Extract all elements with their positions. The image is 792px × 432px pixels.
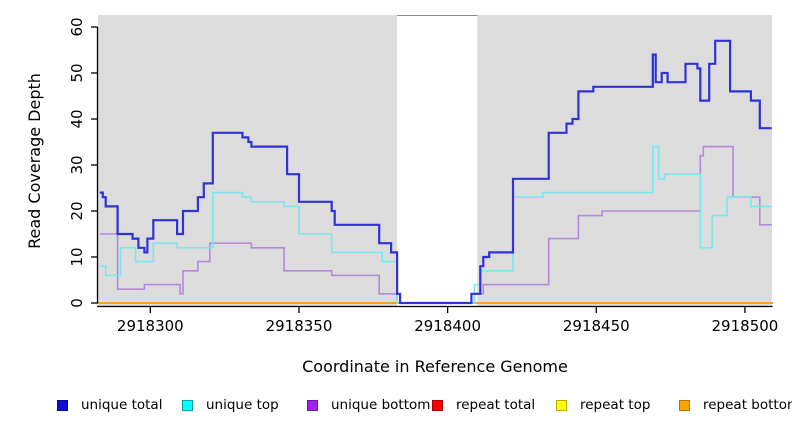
legend-item-unique-bottom: unique bottom xyxy=(307,397,430,413)
legend-label: unique bottom xyxy=(331,397,431,413)
y-axis-title: Read Coverage Depth xyxy=(25,73,44,249)
y-tick-label: 60 xyxy=(68,17,86,36)
y-tick-label: 0 xyxy=(68,298,86,308)
legend-item-repeat-bottom: repeat bottom xyxy=(679,397,792,413)
legend-label: repeat total xyxy=(456,397,536,413)
legend-label: unique total xyxy=(81,397,163,413)
x-tick-label: 2918400 xyxy=(414,317,481,335)
y-tick-label: 20 xyxy=(68,201,86,220)
series-group xyxy=(97,39,773,305)
y-tick-label: 30 xyxy=(68,155,86,174)
y-tick-label: 10 xyxy=(68,247,86,266)
chart-svg: 0 10 20 30 40 50 60 2918300 2918350 2918400 291845… xyxy=(25,15,779,376)
series-line-unique-total xyxy=(99,39,772,305)
legend-item-unique-top: unique top xyxy=(182,397,279,413)
legend-item-repeat-total: repeat total xyxy=(432,397,535,413)
x-tick-label: 2918500 xyxy=(712,317,779,335)
y-tick-label: 40 xyxy=(68,109,86,128)
chart-area: 0 10 20 30 40 50 60 2918300 2918350 2918400 291845… xyxy=(25,15,779,376)
zero-coverage-band xyxy=(397,15,478,307)
legend-label: repeat top xyxy=(580,397,651,413)
repeat-total-swatch-icon xyxy=(432,399,443,411)
y-tick-label: 50 xyxy=(68,63,86,82)
x-tick-label: 2918350 xyxy=(266,317,333,335)
x-tick-label: 2918300 xyxy=(117,317,184,335)
unique-top-swatch-icon xyxy=(182,399,193,411)
legend-label: repeat bottom xyxy=(703,397,792,413)
repeat-top-swatch-icon xyxy=(556,399,567,411)
unique-total-swatch-icon xyxy=(57,399,68,411)
unique-bottom-swatch-icon xyxy=(307,399,318,411)
legend: unique total unique top unique bottom re… xyxy=(0,394,792,418)
legend-item-unique-total: unique total xyxy=(57,397,162,413)
legend-item-repeat-top: repeat top xyxy=(556,397,650,413)
legend-label: unique top xyxy=(206,397,279,413)
x-tick-label: 2918450 xyxy=(563,317,630,335)
repeat-bottom-swatch-icon xyxy=(679,399,690,411)
x-axis-title: Coordinate in Reference Genome xyxy=(302,357,568,376)
